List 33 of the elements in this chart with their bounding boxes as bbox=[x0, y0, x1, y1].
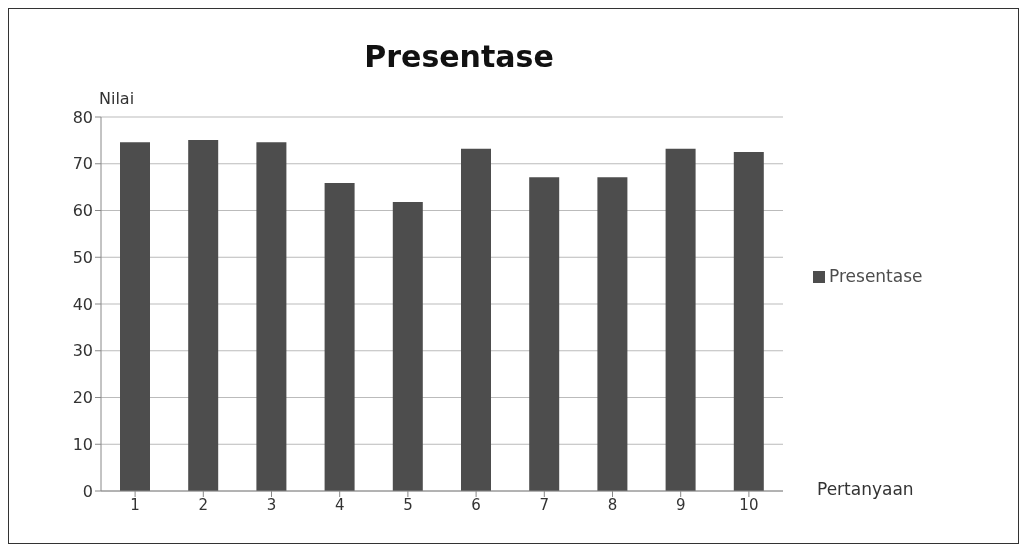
bar bbox=[665, 148, 696, 491]
bar bbox=[597, 177, 628, 491]
legend-label: Presentase bbox=[829, 266, 923, 286]
chart-title: Presentase bbox=[363, 39, 555, 74]
bar bbox=[324, 182, 355, 491]
y-tick-label: 0 bbox=[82, 481, 93, 501]
y-tick-label: 40 bbox=[72, 294, 93, 314]
x-tick-label: 9 bbox=[675, 495, 686, 514]
bar bbox=[256, 142, 287, 491]
y-tick-label: 70 bbox=[72, 154, 93, 174]
x-tick-label: 10 bbox=[739, 495, 759, 514]
bar bbox=[733, 152, 764, 491]
x-tick-label: 1 bbox=[130, 495, 140, 514]
x-axis-title: Pertanyaan bbox=[817, 479, 914, 499]
y-tick-label: 10 bbox=[72, 434, 93, 454]
y-tick-label: 50 bbox=[72, 247, 93, 267]
y-tick-label: 60 bbox=[72, 201, 93, 221]
y-tick-label: 80 bbox=[72, 107, 93, 127]
y-axis-title: Nilai bbox=[99, 89, 135, 108]
x-tick-label: 4 bbox=[334, 495, 345, 514]
bar bbox=[461, 148, 491, 491]
bar bbox=[120, 142, 150, 491]
bar bbox=[188, 139, 219, 491]
x-tick-label: 2 bbox=[198, 495, 209, 514]
x-tick-label: 3 bbox=[266, 495, 277, 514]
x-tick-label: 7 bbox=[539, 495, 550, 514]
x-tick-label: 6 bbox=[471, 495, 481, 514]
bar bbox=[392, 202, 423, 491]
y-tick-label: 20 bbox=[72, 388, 93, 408]
bar bbox=[529, 177, 560, 491]
y-tick-label: 30 bbox=[72, 341, 93, 361]
x-tick-label: 8 bbox=[607, 495, 618, 514]
x-tick-label: 5 bbox=[403, 495, 413, 514]
